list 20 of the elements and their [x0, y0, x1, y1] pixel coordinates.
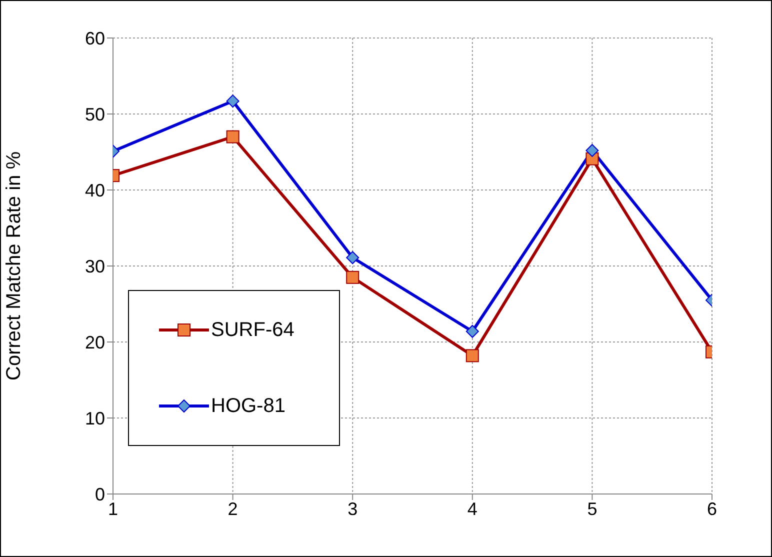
x-tick-label: 2: [228, 498, 238, 519]
x-tick-label: 1: [108, 498, 118, 519]
point: [466, 349, 479, 362]
x-tick-label: 6: [706, 498, 718, 519]
y-tick-label: 60: [84, 28, 105, 48]
legend-label: HOG-81: [211, 394, 286, 418]
y-tick-label: 30: [84, 256, 105, 276]
point: [466, 324, 479, 338]
point: [346, 251, 360, 264]
x-tick-label: 5: [587, 498, 598, 519]
y-tick-label: 10: [84, 408, 105, 428]
legend-label: SURF-64: [211, 318, 294, 342]
x-tick-label: 3: [348, 498, 358, 519]
y-tick-label: 0: [94, 484, 105, 504]
y-tick-label: 40: [84, 180, 105, 200]
y-tick-label: 50: [84, 104, 105, 124]
x-tick-label: 4: [467, 498, 478, 519]
y-axis-title: Correct Matche Rate in %: [3, 151, 26, 380]
y-tick-label: 20: [84, 332, 105, 352]
point: [346, 270, 360, 284]
